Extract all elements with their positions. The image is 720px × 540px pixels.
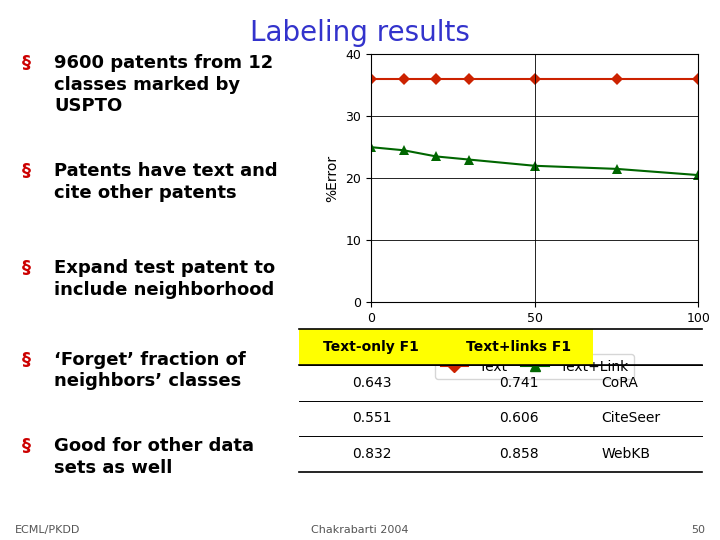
Text: 0.606: 0.606	[499, 411, 539, 426]
Text: 0.643: 0.643	[351, 376, 391, 390]
Text: Patents have text and
cite other patents: Patents have text and cite other patents	[54, 162, 278, 201]
Text: ‘Forget’ fraction of
neighbors’ classes: ‘Forget’ fraction of neighbors’ classes	[54, 351, 246, 390]
Text: §: §	[22, 259, 37, 277]
Text: 50: 50	[692, 524, 706, 535]
Text: Expand test patent to
include neighborhood: Expand test patent to include neighborho…	[54, 259, 275, 299]
Text: CiteSeer: CiteSeer	[601, 411, 660, 426]
Text: §: §	[22, 351, 37, 369]
Y-axis label: %Error: %Error	[325, 154, 340, 202]
Legend: Text, Text+Link: Text, Text+Link	[435, 354, 634, 379]
Text: Good for other data
sets as well: Good for other data sets as well	[54, 437, 254, 477]
Text: Text+links F1: Text+links F1	[466, 340, 571, 354]
Text: ECML/PKDD: ECML/PKDD	[14, 524, 80, 535]
Text: §: §	[22, 162, 37, 180]
Text: Labeling results: Labeling results	[250, 19, 470, 47]
Text: WebKB: WebKB	[601, 447, 650, 461]
Text: 0.551: 0.551	[351, 411, 391, 426]
Text: Chakrabarti 2004: Chakrabarti 2004	[311, 524, 409, 535]
Bar	[299, 329, 593, 365]
Text: §: §	[22, 437, 37, 455]
Text: 9600 patents from 12
classes marked by
USPTO: 9600 patents from 12 classes marked by U…	[54, 54, 274, 115]
Text: 0.741: 0.741	[499, 376, 539, 390]
Text: 0.858: 0.858	[499, 447, 539, 461]
Text: §: §	[22, 54, 37, 72]
X-axis label: %Labels known: %Labels known	[481, 330, 588, 345]
Text: 0.832: 0.832	[351, 447, 391, 461]
Text: CoRA: CoRA	[601, 376, 638, 390]
Text: Text-only F1: Text-only F1	[323, 340, 419, 354]
